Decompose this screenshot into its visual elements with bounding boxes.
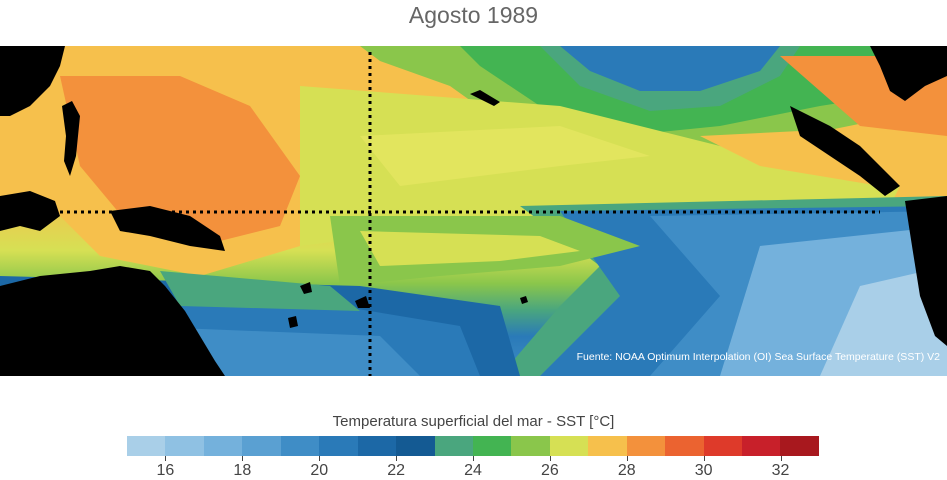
land-masses [0, 46, 947, 376]
colorbar-tick-label: 32 [771, 462, 790, 479]
colorbar-tick [780, 456, 782, 461]
colorbar-swatch [549, 436, 589, 456]
new-guinea-land [110, 206, 225, 251]
colorbar-tick-label: 16 [156, 462, 175, 479]
colorbar-swatch [357, 436, 397, 456]
colorbar-swatch [665, 436, 704, 456]
australia-land [0, 266, 225, 376]
colorbar-title: Temperatura superficial del mar - SST [°… [332, 413, 615, 430]
indonesia-land [0, 191, 60, 231]
colorbar-tick-label: 26 [540, 462, 559, 479]
hawaii-land [470, 90, 500, 106]
colorbar-swatch [703, 436, 742, 456]
colorbar-tick [242, 456, 244, 461]
colorbar-tick-label: 30 [694, 462, 713, 479]
colorbar-tick [319, 456, 321, 461]
colorbar-tick-label: 20 [310, 462, 329, 479]
colorbar-swatch [242, 436, 281, 456]
colorbar-tick [549, 456, 551, 461]
colorbar [127, 436, 819, 456]
colorbar-swatch [626, 436, 666, 456]
south-america-land [905, 196, 947, 346]
colorbar-tick [703, 456, 705, 461]
colorbar-tick [396, 456, 398, 461]
colorbar-tick-label: 18 [233, 462, 252, 479]
colorbar-swatch [434, 436, 473, 456]
central-america-land [790, 106, 900, 196]
colorbar-swatch [780, 436, 819, 456]
colorbar-swatch [472, 436, 512, 456]
colorbar-swatch [165, 436, 204, 456]
colorbar-tick-label: 24 [464, 462, 482, 479]
colorbar-swatch [511, 436, 550, 456]
colorbar-tick [165, 456, 167, 461]
colorbar-swatch [742, 436, 781, 456]
asia-land [0, 46, 65, 116]
colorbar-swatch [280, 436, 320, 456]
colorbar-swatch [588, 436, 627, 456]
map-title: Agosto 1989 [408, 2, 539, 28]
north-america-land [870, 46, 947, 101]
pacific-islands [300, 282, 528, 308]
colorbar-swatch [396, 436, 435, 456]
colorbar-ticks: 16 18 20 22 24 26 28 30 32 [0, 456, 947, 480]
reference-lines [60, 52, 880, 376]
colorbar-swatch [203, 436, 243, 456]
fiji-land [288, 316, 298, 328]
colorbar-tick [473, 456, 474, 461]
colorbar-tick-label: 22 [387, 462, 405, 479]
source-note: Fuente: NOAA Optimum Interpolation (OI) … [577, 351, 941, 363]
colorbar-tick-label: 28 [617, 462, 636, 479]
philippines-land [62, 101, 80, 176]
sst-map: Fuente: NOAA Optimum Interpolation (OI) … [0, 46, 947, 376]
colorbar-swatch [127, 436, 166, 456]
colorbar-swatch [319, 436, 358, 456]
colorbar-tick [626, 456, 628, 461]
